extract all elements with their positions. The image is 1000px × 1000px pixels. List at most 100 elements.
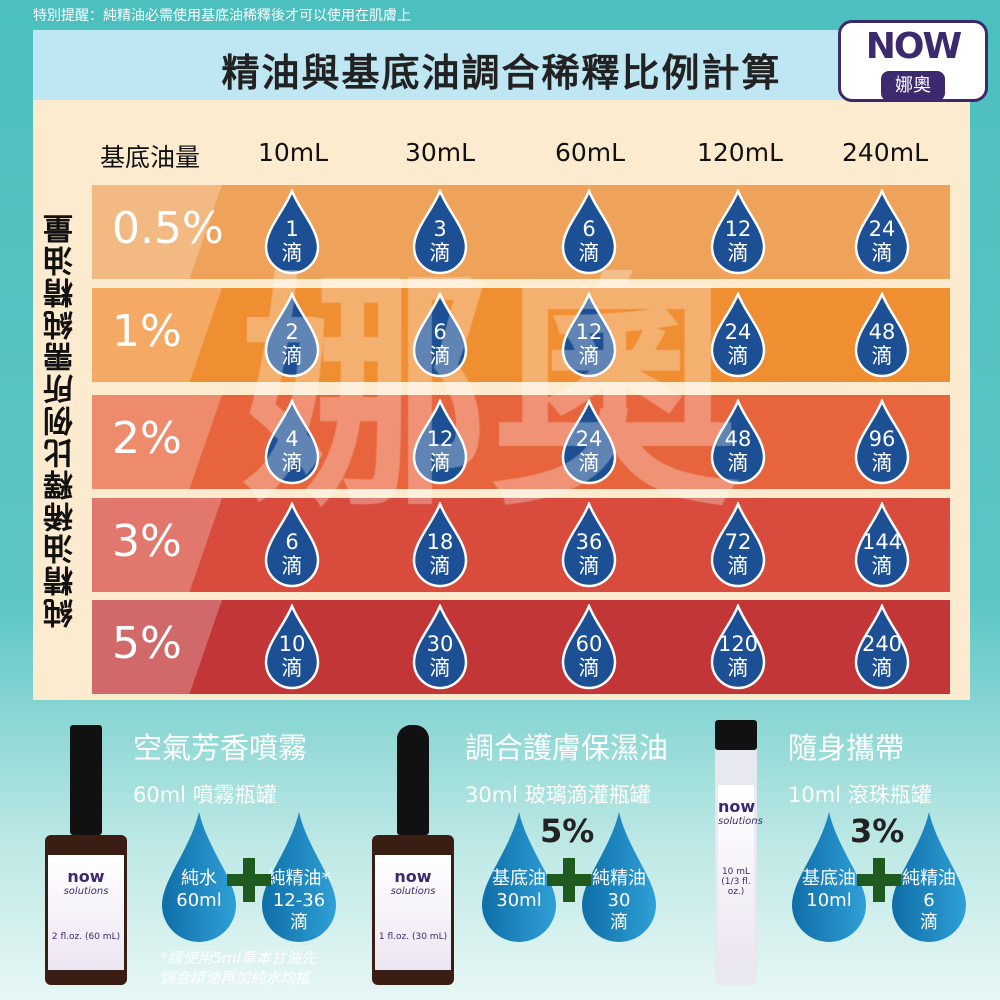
drop-icon bbox=[264, 604, 320, 690]
drop-count: 144 滴 bbox=[852, 502, 912, 588]
product-title: 空氣芳香噴霧 bbox=[133, 731, 308, 765]
drop-value: 48 滴 bbox=[724, 427, 752, 475]
product-subtitle: 30ml 玻璃滴灌瓶罐 bbox=[465, 783, 651, 807]
mix-drop: 基底油 30ml bbox=[480, 810, 558, 942]
drop-icon bbox=[561, 604, 617, 690]
page-title: 精油與基底油調合稀釋比例計算 bbox=[221, 51, 782, 95]
side-label: 純精油稀釋比例所需純精油量 bbox=[44, 212, 79, 628]
ratio-label: 0.5% bbox=[112, 203, 224, 254]
drop-count: 240 滴 bbox=[852, 604, 912, 690]
plus-icon bbox=[227, 858, 271, 902]
product-title: 隨身攜帶 bbox=[788, 731, 905, 765]
drop-text: 基底油 bbox=[492, 868, 546, 889]
drop-value: 240 滴 bbox=[861, 632, 903, 680]
ratio-row: 3% bbox=[92, 498, 950, 592]
drop-count: 12 滴 bbox=[410, 399, 470, 485]
drop-text: 12-36 bbox=[272, 890, 326, 911]
column-header: 120mL bbox=[697, 138, 783, 167]
drop-icon bbox=[582, 812, 656, 942]
product-section: 隨身攜帶 10ml 滾珠瓶罐 bbox=[788, 725, 932, 809]
drop-value: 24 滴 bbox=[724, 320, 752, 368]
drop-value: 120 滴 bbox=[717, 632, 759, 680]
drop-icon bbox=[854, 189, 910, 275]
drop-text: 基底油 bbox=[802, 868, 856, 889]
drop-text: 純精油 bbox=[592, 868, 646, 889]
drop-icon bbox=[854, 502, 910, 588]
plus-icon bbox=[547, 858, 591, 902]
ratio-row: 1% bbox=[92, 288, 950, 382]
drop-count: 24 滴 bbox=[708, 292, 768, 378]
drop-count: 36 滴 bbox=[559, 502, 619, 588]
bottle-cap bbox=[715, 720, 757, 750]
drop-value: 12 滴 bbox=[724, 217, 752, 265]
drop-count: 18 滴 bbox=[410, 502, 470, 588]
drop-icon bbox=[854, 604, 910, 690]
drop-icon bbox=[710, 604, 766, 690]
mix-drop: 純精油* 12-36 滴 bbox=[260, 810, 338, 942]
product-subtitle: 60ml 噴霧瓶罐 bbox=[133, 783, 277, 807]
drop-value: 36 滴 bbox=[575, 530, 603, 578]
ratio-label: 5% bbox=[112, 618, 182, 669]
ratio-label: 5% bbox=[540, 812, 595, 850]
drop-count: 30 滴 bbox=[410, 604, 470, 690]
mix-drop: 純水 60ml bbox=[160, 810, 238, 942]
drop-icon bbox=[412, 604, 468, 690]
bottle-label: now solutions 2 fl.oz. (60 mL) bbox=[48, 855, 124, 970]
bottle-cap bbox=[397, 725, 429, 835]
product-section: 空氣芳香噴霧 60ml 噴霧瓶罐 bbox=[133, 725, 307, 809]
product-title: 調合護膚保濕油 bbox=[465, 731, 669, 765]
drop-text: 30 bbox=[607, 890, 631, 911]
drop-value: 60 滴 bbox=[575, 632, 603, 680]
drop-text: 滴 bbox=[290, 912, 308, 933]
mix-drop: 純精油 6 滴 bbox=[890, 810, 968, 942]
logo-sub: 娜奧 bbox=[881, 71, 945, 101]
mix-drop: 基底油 10ml bbox=[790, 810, 868, 942]
header-label: 基底油量 bbox=[99, 143, 201, 172]
ratio-label: 3% bbox=[850, 812, 905, 850]
drop-text: 純精油 bbox=[902, 868, 956, 889]
drop-count: 24 滴 bbox=[852, 189, 912, 275]
bottle-label: now solutions 1 fl.oz. (30 mL) bbox=[375, 855, 451, 970]
footnote-line: *請使用5ml草本甘油先 bbox=[160, 949, 316, 967]
drop-count: 48 滴 bbox=[852, 292, 912, 378]
drop-icon bbox=[892, 812, 966, 942]
notice: 特別提醒：純精油必需使用基底油稀釋後才可以使用在肌膚上 bbox=[33, 8, 411, 24]
bottle-label: now solutions 10 mL (1/3 fl. oz.) bbox=[718, 785, 763, 965]
drop-value: 12 滴 bbox=[575, 320, 603, 368]
ratio-label: 1% bbox=[112, 306, 182, 357]
drop-value: 96 滴 bbox=[868, 427, 896, 475]
drop-icon bbox=[854, 399, 910, 485]
column-header: 10mL bbox=[257, 138, 329, 167]
drop-text: 滴 bbox=[610, 912, 628, 933]
drop-text: 滴 bbox=[920, 912, 938, 933]
drop-text: 6 bbox=[923, 890, 935, 911]
drop-count: 120 滴 bbox=[708, 604, 768, 690]
drop-text: 60ml bbox=[176, 890, 222, 911]
plus-icon bbox=[857, 858, 901, 902]
footnote-line: 調合精油再加純水均搖 bbox=[160, 969, 311, 987]
ratio-label: 2% bbox=[112, 413, 182, 464]
drop-icon bbox=[162, 812, 236, 942]
drop-icon bbox=[792, 812, 866, 942]
drop-value: 18 滴 bbox=[426, 530, 454, 578]
drop-count: 12 滴 bbox=[708, 189, 768, 275]
ratio-label: 3% bbox=[112, 516, 182, 567]
title-band: 精油與基底油調合稀釋比例計算 bbox=[33, 30, 970, 100]
ratio-row: 2% bbox=[92, 395, 950, 489]
mix-drop: 純精油 30 滴 bbox=[580, 810, 658, 942]
drop-icon bbox=[482, 812, 556, 942]
drop-icon bbox=[854, 292, 910, 378]
drop-count: 24 滴 bbox=[559, 399, 619, 485]
ratio-row: 0.5% bbox=[92, 185, 950, 279]
product-bottle: now solutions 2 fl.oz. (60 mL) bbox=[45, 835, 127, 985]
